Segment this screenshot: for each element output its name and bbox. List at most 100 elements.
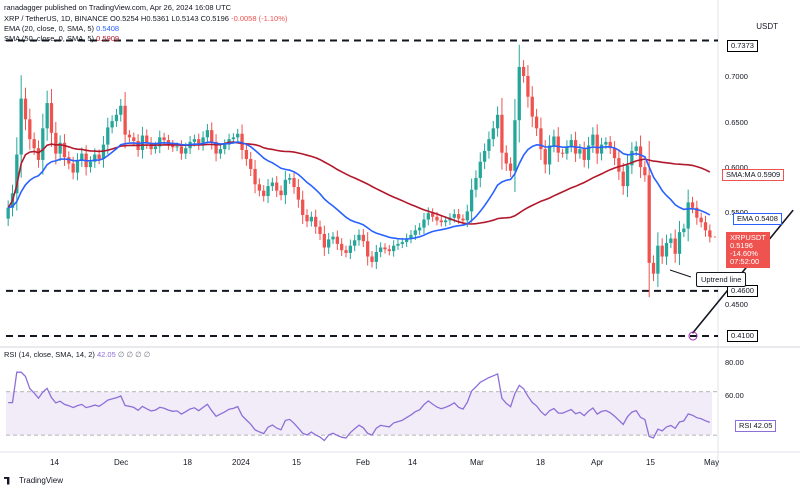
uptrend-line-annotation[interactable]: Uptrend line	[696, 272, 747, 287]
candle-body-13	[62, 142, 67, 158]
candle-body-93	[409, 234, 413, 239]
candle-body-95	[417, 227, 422, 231]
candle-body-99	[435, 216, 439, 221]
price-tag: XRPUSDT 0.5196 -14.60% 07:52:00	[726, 232, 770, 268]
open-value: 0.5254	[115, 14, 139, 23]
candle-body-64	[283, 179, 288, 196]
rsi-legend-value: 42.05	[96, 350, 116, 359]
xaxis-label-may: May	[704, 458, 720, 467]
candle-body-89	[392, 245, 396, 252]
candle-body-28	[127, 134, 132, 138]
candle-body-43	[192, 139, 197, 142]
price-tick-0700: 0.7000	[725, 72, 748, 81]
xaxis-label-14nov: 14	[50, 458, 59, 467]
candle-body-115	[504, 152, 508, 164]
candle-body-45	[201, 137, 205, 145]
candle-body-159	[695, 207, 699, 218]
candle-body-129	[565, 146, 569, 154]
candle-body-70	[309, 216, 314, 222]
xaxis-label-15jan: 15	[292, 458, 301, 467]
candle-body-127	[556, 136, 560, 153]
rsi-legend[interactable]: RSI (14, close, SMA, 14, 2) 42.05 ∅ ∅ ∅ …	[4, 350, 150, 359]
candle-body-90	[396, 243, 400, 246]
candle-body-35	[158, 137, 162, 147]
candle-body-117	[513, 120, 517, 171]
candle-body-141	[617, 158, 621, 172]
candle-body-11	[54, 132, 58, 154]
event-marker-icon	[688, 331, 698, 341]
candle-body-58	[257, 184, 262, 191]
candle-body-123	[539, 128, 543, 150]
rsi-legend-placeholders: ∅ ∅ ∅ ∅	[117, 350, 151, 359]
close-label: C	[200, 14, 207, 23]
ohlc-line: XRP / TetherUS, 1D, BINANCE O0.5254 H0.5…	[4, 14, 287, 23]
candle-body-146	[638, 146, 643, 168]
candle-body-0	[6, 207, 10, 219]
candle-body-44	[197, 139, 201, 145]
candle-body-55	[244, 150, 249, 160]
candle-body-79	[348, 245, 352, 253]
open-label: O	[110, 14, 116, 23]
candle-body-84	[370, 256, 374, 262]
candle-body-105	[461, 218, 465, 221]
ema-tag-name: EMA	[737, 214, 753, 223]
candle-body-122	[534, 116, 539, 129]
candle-body-143	[625, 165, 630, 187]
published-line: ranadagger published on TradingView.com,…	[4, 3, 232, 12]
price-tag-pct: -14.60%	[730, 249, 758, 258]
candle-body-130	[569, 140, 573, 147]
xaxis-label-mar: Mar	[470, 458, 484, 467]
ema-tag: EMA 0.5408	[733, 213, 782, 225]
candle-body-148	[647, 175, 651, 263]
candle-body-96	[422, 219, 426, 228]
sma-legend-label: SMA (50, close, 0, SMA, 5)	[4, 34, 95, 43]
symbol-title[interactable]: XRP / TetherUS, 1D, BINANCE	[4, 14, 108, 23]
candle-body-4	[23, 98, 28, 120]
candle-body-66	[292, 177, 296, 188]
candle-body-21	[97, 154, 101, 160]
candle-body-17	[80, 153, 84, 161]
rsi-line	[8, 371, 711, 442]
candle-body-111	[487, 139, 491, 151]
candle-body-49	[218, 149, 223, 154]
candle-body-151	[660, 245, 664, 257]
candle-body-72	[318, 226, 322, 234]
high-label: H	[140, 14, 147, 23]
currency-label: USDT	[756, 22, 778, 31]
candle-body-85	[374, 252, 378, 262]
candle-body-57	[253, 168, 257, 185]
xaxis-label-feb: Feb	[356, 458, 370, 467]
candle-body-112	[491, 128, 495, 140]
candle-body-10	[49, 103, 54, 133]
candle-body-9	[45, 103, 49, 129]
candle-body-81	[357, 234, 361, 241]
candle-body-61	[270, 182, 275, 187]
candle-body-136	[595, 134, 599, 154]
sma-legend[interactable]: SMA (50, close, 0, SMA, 5) 0.5909	[4, 34, 119, 43]
xaxis-label-2024: 2024	[232, 458, 250, 467]
candle-body-41	[184, 148, 188, 154]
xaxis-label-18mar: 18	[536, 458, 545, 467]
change-value: -0.0058 (-1.10%)	[231, 14, 288, 23]
candle-body-67	[296, 187, 301, 200]
ema-legend[interactable]: EMA (20, close, 0, SMA, 5) 0.5408	[4, 24, 119, 33]
price-tick-0600: 0.6000	[725, 163, 748, 172]
candle-body-152	[664, 242, 669, 257]
candle-body-113	[495, 114, 500, 129]
candle-body-14	[67, 157, 71, 164]
candle-body-75	[331, 236, 335, 240]
candle-body-53	[236, 133, 240, 138]
rsi-tag: RSI 42.05	[735, 420, 777, 432]
candle-body-107	[469, 189, 474, 212]
xaxis-label-18dec: 18	[183, 458, 192, 467]
candle-body-74	[327, 239, 331, 248]
candle-body-92	[404, 238, 409, 243]
candle-body-6	[32, 139, 36, 149]
candle-body-101	[443, 220, 448, 223]
candle-body-46	[205, 130, 210, 138]
candle-body-76	[335, 236, 339, 244]
candle-body-48	[214, 141, 218, 154]
candle-body-38	[171, 144, 175, 148]
candle-body-149	[651, 262, 656, 274]
